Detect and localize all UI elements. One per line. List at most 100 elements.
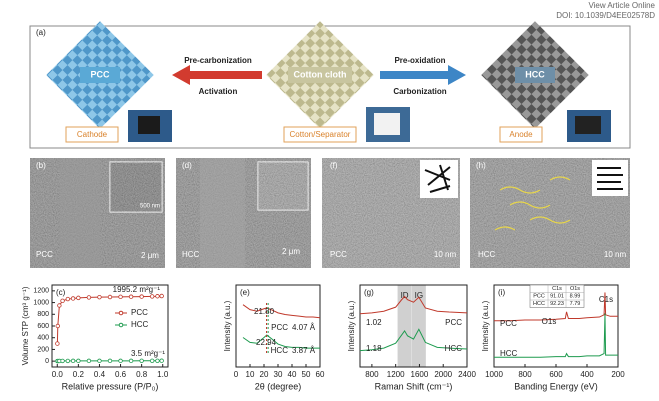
chart: ID IG (g) 800 1200 1600 2000 2400 Raman Shift (c… [347,284,476,391]
label: PCC [330,250,347,259]
cotton: Cotton cloth [294,69,347,79]
series-line [242,334,320,349]
micrograph: (d) HCC 2 μm [176,158,311,268]
label: (d) [182,161,192,170]
label-box [499,126,543,143]
point [86,358,92,364]
table-cell: 7.79 [570,301,581,307]
x-tick-label: 800 [365,370,379,379]
x-tick-label: 200 [611,370,625,379]
point [97,358,102,364]
series-label: PCC [445,318,462,327]
legend-label: PCC [131,308,148,317]
arrow-label: Carbonization [393,87,446,96]
y-tick-label: 1200 [33,288,49,295]
label-box [80,67,120,83]
point [57,303,62,308]
point [128,358,134,364]
series-label: PCC [271,323,288,332]
photo [138,116,160,134]
x-tick-label: 2400 [458,370,476,379]
label: (f) [330,161,338,170]
y-tick-label: 400 [37,335,49,342]
series-label: PCC [500,319,517,328]
point [76,358,81,364]
y-axis-label: Intensity (a.u.) [347,300,356,351]
arrow-label: Pre-carbonization [184,56,252,65]
annotation: 1.02 [366,318,382,327]
x-tick-label: 1200 [387,370,405,379]
micrograph: (b) PCC 2 μm 500 nm [30,158,165,268]
label-box [283,126,357,143]
article-link[interactable]: View Article Online [588,1,655,10]
annotation: 3.87 Å [292,346,316,355]
arrow-label: Pre-oxidation [394,56,445,65]
label: HCC [182,250,200,259]
point [128,294,134,299]
photo [575,116,601,134]
label: 2 μm [282,247,300,256]
table-cell: PCC [533,294,545,300]
annotation: 21.80 [254,307,275,316]
series-line [494,313,618,358]
label-box [288,67,352,83]
arrow [172,65,262,85]
arrow-label: Activation [199,87,238,96]
annotation: 1995.2 m²g⁻¹ [113,285,161,294]
series-label: HCC [445,344,463,353]
x-tick-label: 30 [274,370,283,379]
x-tick-label: 50 [302,370,311,379]
pcc: PCC [90,69,110,79]
band [411,285,426,367]
label: HCC [478,250,496,259]
y-tick-label: 200 [37,346,49,353]
table-cell: 91.01 [550,294,564,300]
y-tick-label: 1000 [33,299,49,306]
chart: (i) 1000 800 600 400 200 Banding Energy (eV) In… [481,284,625,391]
series-label: HCC [500,349,518,358]
point [76,295,81,301]
hcc: HCC [525,69,545,79]
series-line [56,295,162,344]
point [118,358,123,364]
x-tick-label: 2000 [434,370,452,379]
point [97,294,102,300]
label: 2 μm [141,251,159,260]
x-tick-label: 60 [316,370,325,379]
table-cell: 8.99 [570,294,581,300]
point [70,296,76,301]
band-label: IG [415,291,423,300]
point [139,358,144,363]
separator: Cotton/Separator [290,130,351,139]
arrow [380,65,466,85]
annotation: C1s [599,295,613,304]
y-tick-label: 600 [37,323,49,330]
point [139,294,144,299]
point [70,358,76,364]
point [159,358,164,363]
doi: DOI: 10.1039/D4EE02578D [556,11,655,20]
table-header: C1s [552,286,562,292]
x-tick-label: 600 [549,370,563,379]
cathode: Cathode [77,130,108,139]
series-line [359,328,468,352]
point [159,293,164,299]
table-cell: 92.23 [550,301,564,307]
annotation: 3.5 m²g⁻¹ [131,349,165,358]
point [60,298,65,304]
y-axis-label: Intensity (a.u.) [223,300,232,351]
x-tick-label: 800 [518,370,532,379]
y-axis-label: Intensity (a.u.) [481,300,490,351]
label: 10 nm [604,250,627,259]
y-tick-label: 800 [37,311,49,318]
x-axis-label: Banding Energy (eV) [514,381,598,391]
table-cell: HCC [533,301,545,307]
label-box [65,126,119,143]
micrograph: (h) HCC 10 nm [470,158,630,268]
point [149,358,155,363]
x-tick-label: 40 [288,370,297,379]
x-tick-label: 1.0 [157,370,169,379]
label: (b) [36,161,46,170]
x-tick-label: 1600 [411,370,429,379]
